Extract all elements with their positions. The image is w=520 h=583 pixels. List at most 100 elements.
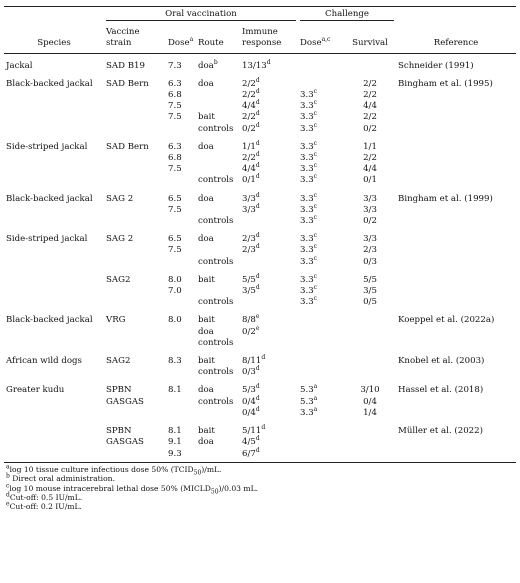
cell-route: doa <box>198 193 214 204</box>
cell-species <box>4 164 104 175</box>
cell-dose: 7.0 <box>168 286 182 297</box>
cell-immune-response <box>240 297 298 308</box>
cell-route: controls <box>198 367 234 378</box>
cell-survival <box>344 367 396 378</box>
cell-species: Greater kudu <box>6 385 65 396</box>
cell-challenge-dose <box>298 53 344 72</box>
cell-route: doab <box>198 58 218 71</box>
cell-vaccine-strain <box>104 286 166 297</box>
cell-species <box>4 90 104 101</box>
footnote-b: b Direct oral administration. <box>6 472 115 484</box>
cell-reference: Bingham et al. (1995) <box>398 78 493 89</box>
table-row: GASGAS controls 0/4d 5.3a 0/4 <box>4 394 516 408</box>
cell-vaccine-strain: SPBN <box>106 426 132 437</box>
cell-vaccine-strain <box>104 408 166 419</box>
cell-route: bait <box>198 315 215 326</box>
cell-immune-response: 5/3d <box>242 383 260 396</box>
cell-species <box>4 216 104 227</box>
cell-challenge-dose: 3.3c <box>300 284 318 297</box>
cell-vaccine-strain: SAG2 <box>106 356 131 367</box>
cell-species: Jackal <box>6 60 33 71</box>
table-row: Black-backed jackal SAG 2 6.5 doa 3/3d 3.3c 3/… <box>4 187 516 205</box>
table-row: SPBN 8.1 bait 5/11d Müller et al. (2022) <box>4 419 516 437</box>
cell-reference <box>396 124 516 135</box>
cell-immune-response: 2/2d <box>242 88 260 101</box>
cell-challenge-dose: 3.3c <box>300 214 318 227</box>
cell-survival: 0/2 <box>363 123 377 134</box>
cell-immune-response: 0/4d <box>242 406 260 418</box>
cell-species: Black-backed jackal <box>6 315 93 326</box>
cell-vaccine-strain: GASGAS <box>106 396 144 407</box>
cell-reference <box>396 112 516 123</box>
cell-survival: 3/10 <box>360 385 380 396</box>
cell-immune-response: 13/13d <box>242 58 271 71</box>
cell-challenge-dose: 3.3c <box>300 162 318 175</box>
col-survival: Survival <box>344 27 397 54</box>
cell-vaccine-strain: SAD Bern <box>106 141 149 152</box>
cell-species <box>4 112 104 123</box>
cell-species <box>4 205 104 216</box>
cell-challenge-dose: 3.3c <box>300 254 318 267</box>
table-row: Side-striped jackal SAD Bern 6.3 doa 1/1d 3.3… <box>4 135 516 153</box>
table-row: Greater kudu SPBN 8.1 doa 5/3d 5.3a 3/10 Hassel… <box>4 378 516 396</box>
cell-immune-response: 3/5d <box>242 284 260 297</box>
cell-survival: 2/2 <box>363 90 377 101</box>
cell-challenge-dose <box>298 437 344 448</box>
cell-route <box>196 286 240 297</box>
cell-route <box>196 205 240 216</box>
cell-dose: 6.5 <box>168 234 182 245</box>
cell-reference <box>396 245 516 256</box>
cell-route: controls <box>198 297 234 308</box>
table-row: SAG2 8.0 bait 5/5d 3.3c 5/5 <box>4 268 516 286</box>
cell-species <box>4 153 104 164</box>
table-row: 7.5 4/4d 3.3c 4/4 <box>4 99 516 112</box>
col-species: Species <box>4 27 104 54</box>
cell-challenge-dose <box>298 338 344 349</box>
table-row: GASGAS 9.1 doa 4/5d <box>4 436 516 448</box>
cell-survival: 0/5 <box>363 297 377 308</box>
cell-challenge-dose: 3.3c <box>300 243 318 256</box>
cell-species <box>4 397 104 408</box>
cell-dose: 8.0 <box>168 315 182 326</box>
cell-survival <box>344 308 396 326</box>
cell-survival: 2/2 <box>363 78 377 89</box>
cell-challenge-dose: 5.3a <box>300 394 318 407</box>
cell-challenge-dose <box>298 308 344 326</box>
table-row: Black-backed jackal SAD Bern 6.3 doa 2/2d 2/2… <box>4 72 516 90</box>
cell-immune-response: 2/3d <box>242 243 260 256</box>
table-row: controls <box>4 338 516 349</box>
cell-dose: 8.1 <box>168 385 182 396</box>
cell-dose: 9.1 <box>168 437 182 448</box>
cell-dose <box>166 175 196 186</box>
cell-vaccine-strain <box>104 205 166 216</box>
cell-reference <box>396 164 516 175</box>
cell-vaccine-strain <box>104 90 166 101</box>
cell-route <box>196 245 240 256</box>
challenge-heading: Challenge <box>298 6 397 28</box>
cell-immune-response: 5/11d <box>242 424 266 437</box>
cell-challenge-dose <box>298 327 344 338</box>
footnote-e: eCut-off: 0.2 IU/mL. <box>6 500 82 512</box>
cell-dose <box>166 367 196 378</box>
cell-challenge-dose: 3.3c <box>300 139 318 152</box>
cell-challenge-dose: 3.3c <box>300 232 318 245</box>
cell-route: doa <box>198 141 214 152</box>
cell-survival: 1/1 <box>363 141 377 152</box>
cell-challenge-dose <box>298 72 344 90</box>
cell-challenge-dose: 3.3c <box>300 99 318 112</box>
cell-reference: Müller et al. (2022) <box>398 426 483 437</box>
cell-vaccine-strain: SAG 2 <box>106 234 134 245</box>
cell-challenge-dose: 3.3c <box>300 295 318 308</box>
cell-species: Black-backed jackal <box>6 78 93 89</box>
cell-immune-response: 6/7d <box>240 447 298 463</box>
cell-dose: 7.5 <box>168 164 182 175</box>
table-row: 7.5 3/3d 3.3c 3/3 <box>4 203 516 216</box>
cell-challenge-dose: 3.3c <box>300 88 318 101</box>
table-row: Jackal SAD B19 7.3 doab 13/13d Schneider (199… <box>4 53 516 72</box>
cell-route <box>196 164 240 175</box>
cell-species: Side-striped jackal <box>6 234 88 245</box>
cell-survival: 0/2 <box>363 216 377 227</box>
cell-survival: 2/2 <box>363 112 377 123</box>
cell-dose <box>166 124 196 135</box>
